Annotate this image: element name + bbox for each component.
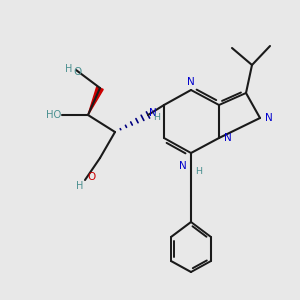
Text: H: H (196, 167, 202, 176)
Text: N: N (187, 77, 195, 87)
Text: N: N (224, 133, 232, 143)
Text: HO: HO (46, 110, 61, 120)
Polygon shape (88, 87, 103, 115)
Text: H: H (76, 181, 84, 191)
Text: H: H (64, 64, 72, 74)
Text: N: N (149, 108, 157, 118)
Text: N: N (179, 161, 187, 171)
Text: O: O (87, 172, 95, 182)
Text: O: O (73, 67, 81, 77)
Text: H: H (154, 113, 160, 122)
Text: N: N (265, 113, 273, 123)
